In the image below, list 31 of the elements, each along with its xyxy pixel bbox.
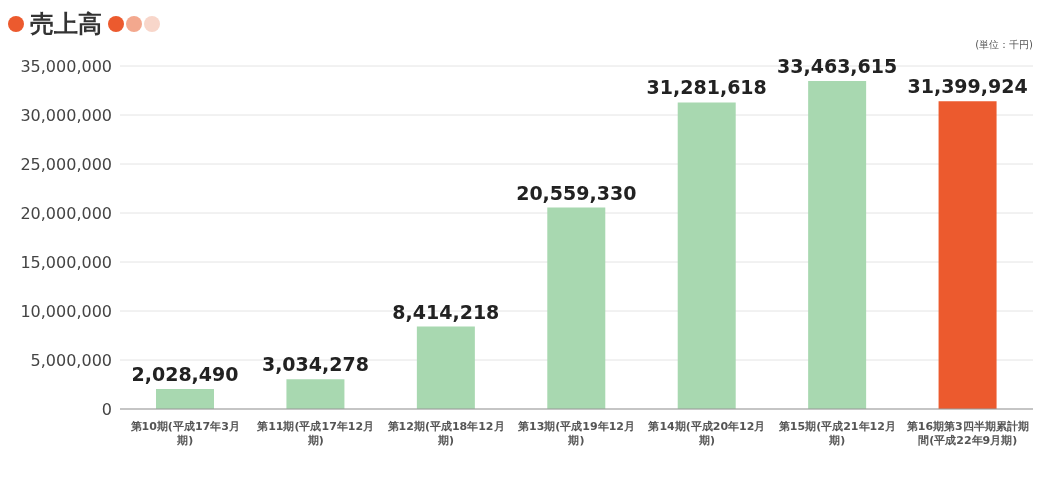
y-tick-label: 35,000,000 xyxy=(20,56,112,76)
data-label: 8,414,218 xyxy=(392,300,500,323)
bar xyxy=(547,207,606,409)
bar xyxy=(156,389,214,409)
data-label: 20,559,330 xyxy=(516,181,637,204)
chart-title: 売上高 xyxy=(30,9,102,40)
data-label: 2,028,490 xyxy=(131,363,239,386)
x-tick-label: 第10期(平成17年3月期) xyxy=(129,420,241,448)
x-tick-label: 第13期(平成19年12月期) xyxy=(517,420,636,448)
data-label: 3,034,278 xyxy=(261,353,369,376)
data-label: 33,463,615 xyxy=(777,55,898,78)
y-tick-label: 5,000,000 xyxy=(30,350,112,370)
bar xyxy=(416,326,475,409)
y-tick-label: 20,000,000 xyxy=(20,203,112,223)
text: (単位：千円) xyxy=(975,38,1033,52)
x-tick-label: 第12期(平成18年12月期) xyxy=(386,420,506,448)
data-label: 31,399,924 xyxy=(907,75,1028,98)
y-tick-label: 15,000,000 xyxy=(20,252,112,272)
y-tick-label: 25,000,000 xyxy=(20,154,112,174)
bar xyxy=(808,81,867,409)
x-tick-label: 第14期(平成20年12月期) xyxy=(647,420,767,448)
bar xyxy=(938,101,997,409)
x-tick-label: 第15期(平成21年12月期) xyxy=(777,420,897,448)
y-tick-label: 30,000,000 xyxy=(20,105,112,125)
data-label: 31,281,618 xyxy=(646,76,767,99)
y-tick-label: 10,000,000 xyxy=(20,301,112,321)
y-tick-label: 0 xyxy=(101,399,112,419)
bar xyxy=(677,102,736,409)
bar xyxy=(286,379,345,409)
x-tick-label: 第11期(平成17年12月期) xyxy=(256,420,376,448)
x-tick-label: 第16期第3四半期累計期間(平成22年9月期) xyxy=(905,420,1030,448)
